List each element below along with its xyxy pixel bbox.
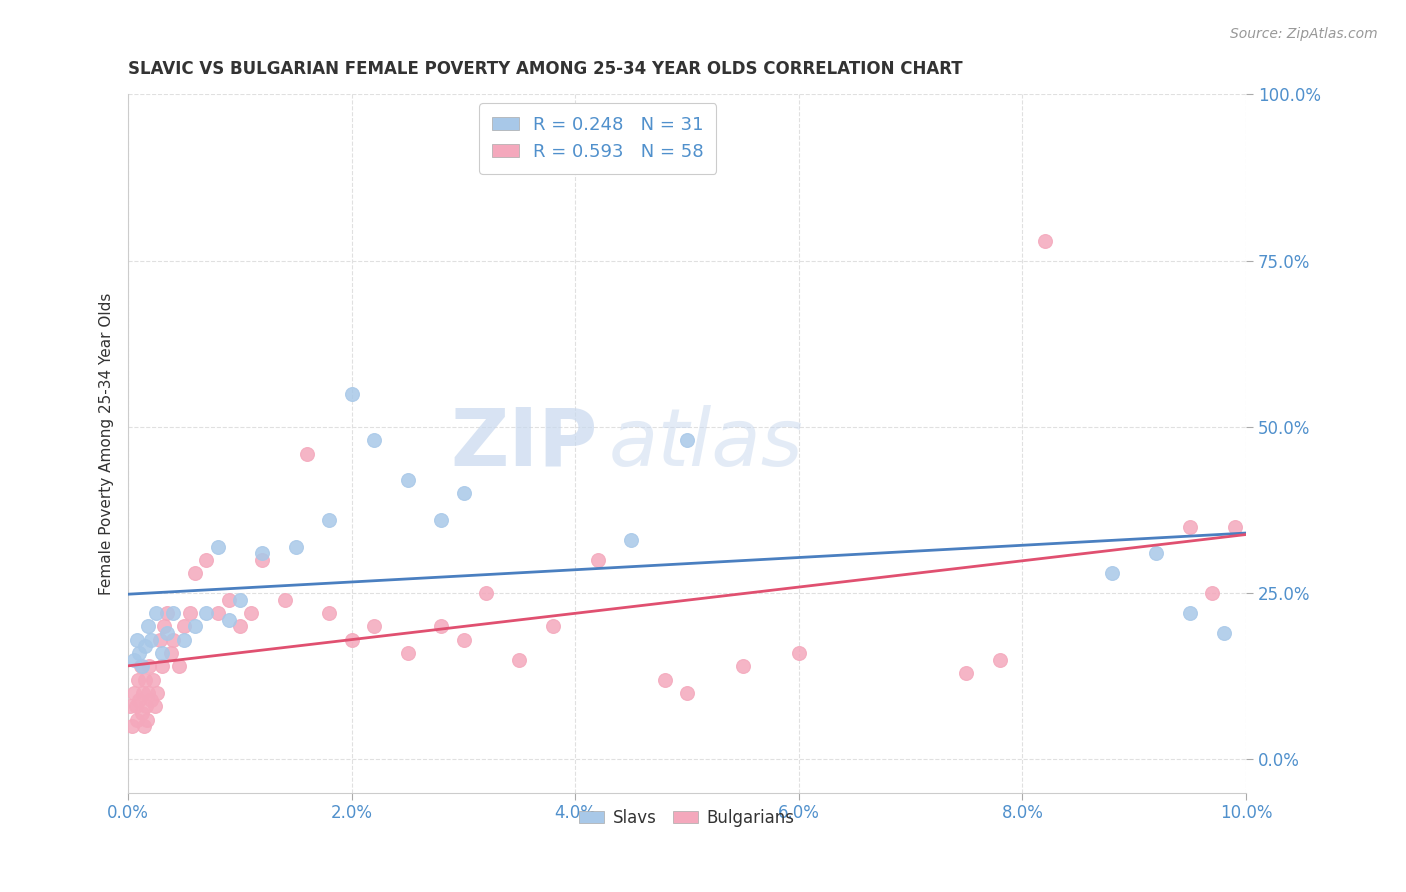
Point (229, 619, 252, 633)
Point (138, 686, 160, 700)
Point (1223, 519, 1246, 533)
Point (195, 606, 218, 620)
Point (146, 686, 169, 700)
Point (453, 632, 475, 647)
Point (122, 653, 145, 667)
Point (207, 606, 229, 620)
Point (142, 673, 165, 687)
Point (150, 659, 173, 673)
Point (396, 646, 419, 660)
Point (128, 646, 150, 660)
Point (127, 632, 149, 647)
Point (620, 533, 643, 547)
Text: Source: ZipAtlas.com: Source: ZipAtlas.com (1230, 27, 1378, 41)
Point (340, 386, 363, 401)
Point (731, 659, 754, 673)
Point (1212, 626, 1234, 640)
Point (138, 659, 160, 673)
Point (135, 699, 157, 714)
Point (132, 686, 155, 700)
Point (150, 646, 173, 660)
Point (1101, 566, 1123, 581)
Point (129, 659, 152, 673)
Point (184, 619, 207, 633)
Point (318, 513, 340, 527)
Point (508, 653, 530, 667)
Point (132, 719, 155, 733)
Point (139, 692, 162, 706)
Point (143, 699, 166, 714)
Point (252, 553, 274, 567)
Point (159, 646, 181, 660)
Point (145, 606, 167, 620)
Legend: Slavs, Bulgarians: Slavs, Bulgarians (572, 802, 801, 833)
Point (240, 606, 263, 620)
Point (541, 619, 564, 633)
Point (173, 632, 195, 647)
Point (162, 632, 184, 647)
Point (131, 659, 153, 673)
Point (134, 640, 156, 654)
Point (475, 586, 498, 600)
Point (676, 434, 699, 448)
Point (127, 673, 149, 687)
Y-axis label: Female Poverty Among 25-34 Year Olds: Female Poverty Among 25-34 Year Olds (100, 293, 114, 595)
Point (122, 686, 145, 700)
Point (207, 540, 229, 554)
Point (156, 626, 179, 640)
Point (167, 659, 190, 673)
Point (396, 473, 419, 487)
Point (988, 653, 1011, 667)
Point (340, 632, 363, 647)
Point (195, 553, 218, 567)
Text: SLAVIC VS BULGARIAN FEMALE POVERTY AMONG 25-34 YEAR OLDS CORRELATION CHART: SLAVIC VS BULGARIAN FEMALE POVERTY AMONG… (128, 60, 963, 78)
Point (274, 592, 297, 607)
Point (586, 553, 609, 567)
Point (1033, 234, 1056, 248)
Point (218, 592, 240, 607)
Point (363, 619, 385, 633)
Point (955, 665, 977, 680)
Point (179, 606, 201, 620)
Point (148, 632, 170, 647)
Point (430, 513, 453, 527)
Point (1146, 546, 1168, 560)
Point (138, 619, 160, 633)
Point (229, 592, 252, 607)
Point (1178, 519, 1201, 533)
Point (120, 699, 142, 714)
Point (131, 706, 153, 720)
Point (676, 686, 699, 700)
Point (139, 632, 162, 647)
Point (1178, 606, 1201, 620)
Point (153, 619, 176, 633)
Point (184, 566, 207, 581)
Point (121, 719, 143, 733)
Point (136, 713, 159, 727)
Point (284, 540, 307, 554)
Point (252, 546, 274, 560)
Point (173, 619, 195, 633)
Point (787, 646, 810, 660)
Point (453, 486, 475, 500)
Text: ZIP: ZIP (450, 405, 598, 483)
Point (162, 606, 184, 620)
Point (318, 606, 340, 620)
Point (654, 673, 676, 687)
Point (363, 434, 385, 448)
Point (430, 619, 453, 633)
Point (1201, 586, 1223, 600)
Point (134, 673, 156, 687)
Point (295, 446, 318, 460)
Text: atlas: atlas (609, 405, 804, 483)
Point (156, 606, 179, 620)
Point (218, 613, 240, 627)
Point (125, 699, 148, 714)
Point (128, 692, 150, 706)
Point (127, 713, 149, 727)
